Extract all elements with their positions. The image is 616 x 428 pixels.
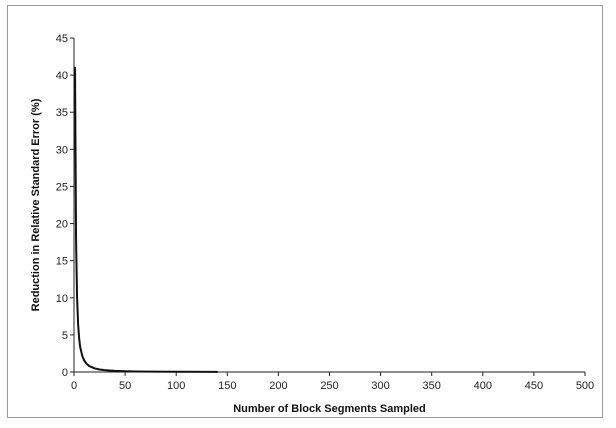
x-tick-label: 450 [525, 380, 543, 392]
y-axis-ticks: 0 5 10 15 20 25 30 35 40 45 [56, 33, 74, 379]
axes [73, 38, 585, 373]
x-axis-ticks: 0 50 100 150 200 250 300 350 400 450 500 [71, 372, 594, 392]
series-layer [74, 66, 219, 373]
x-tick-label: 50 [119, 380, 131, 392]
x-tick-label: 200 [269, 380, 287, 392]
y-tick-label: 30 [56, 144, 68, 156]
chart-frame: 0 5 10 15 20 25 30 35 40 45 0 50 100 150 200 250 300 350… [7, 5, 603, 418]
series-line-1 [74, 66, 219, 373]
y-tick-label: 35 [56, 107, 68, 119]
y-tick-label: 25 [56, 181, 68, 193]
x-tick-label: 400 [474, 380, 492, 392]
x-tick-label: 250 [320, 380, 338, 392]
y-tick-label: 45 [56, 33, 68, 45]
y-tick-label: 40 [56, 70, 68, 82]
x-tick-label: 300 [371, 380, 389, 392]
y-tick-label: 10 [56, 293, 68, 305]
y-tick-label: 15 [56, 256, 68, 268]
x-tick-label: 0 [71, 380, 77, 392]
y-tick-label: 20 [56, 219, 68, 231]
x-axis-title: Number of Block Segments Sampled [233, 403, 426, 415]
x-tick-label: 150 [218, 380, 236, 392]
y-axis-title: Reduction in Relative Standard Error (%) [30, 98, 42, 311]
y-tick-label: 5 [62, 330, 68, 342]
x-tick-label: 350 [423, 380, 441, 392]
y-tick-label: 0 [62, 367, 68, 379]
x-tick-label: 500 [576, 380, 594, 392]
x-tick-label: 100 [167, 380, 185, 392]
line-chart: 0 5 10 15 20 25 30 35 40 45 0 50 100 150 200 250 300 350… [30, 33, 594, 415]
